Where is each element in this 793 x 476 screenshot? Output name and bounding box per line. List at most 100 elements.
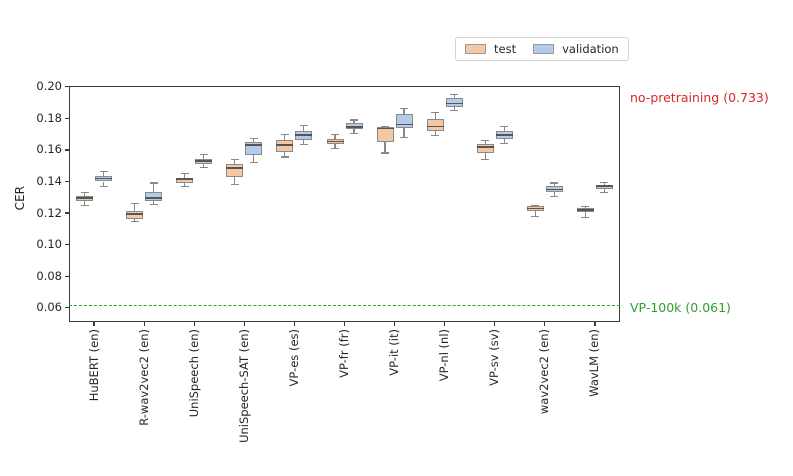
whisker-cap-bottom-validation-VP-fr-(fr): [350, 132, 358, 134]
whisker-lower-test-VP-it-(it): [384, 142, 386, 154]
x-tick-mark: [293, 322, 295, 326]
x-tick-label: VP-it (it): [387, 329, 402, 376]
whisker-cap-top-validation-VP-es-(es): [299, 124, 308, 127]
whisker-cap-bottom-test-VP-fr-(fr): [331, 147, 339, 149]
whisker-cap-top-test-VP-nl-(nl): [431, 112, 440, 114]
whisker-cap-bottom-test-UniSpeech-SAT-(en): [230, 184, 239, 186]
x-tick-label: VP-fr (fr): [337, 329, 351, 378]
whisker-cap-bottom-test-VP-sv-(sv): [481, 158, 490, 160]
y-tick-mark: [65, 244, 69, 246]
whisker-lower-test-UniSpeech-SAT-(en): [234, 176, 236, 185]
x-tick-mark: [93, 322, 95, 326]
legend-label-test: test: [494, 42, 517, 56]
median-test-VP-fr-(fr): [326, 140, 344, 142]
box-validation-VP-es-(es): [295, 130, 313, 141]
y-tick-mark: [65, 275, 69, 277]
whisker-lower-validation-WavLM-(en): [603, 188, 606, 193]
box-validation-VP-fr-(fr): [345, 123, 363, 130]
y-tick-mark: [65, 117, 69, 119]
x-tick-label: HuBERT (en): [86, 329, 101, 402]
median-test-UniSpeech-SAT-(en): [226, 167, 244, 169]
whisker-cap-top-test-UniSpeech-(en): [180, 173, 189, 175]
reference-line-vp-100k: [69, 305, 620, 307]
legend-item-validation: validation: [533, 42, 619, 56]
x-tick-mark: [594, 322, 596, 326]
whisker-cap-bottom-test-VP-nl-(nl): [431, 135, 440, 137]
whisker-lower-test-UniSpeech-(en): [184, 183, 186, 187]
median-validation-VP-nl-(nl): [445, 102, 463, 105]
x-tick-mark: [393, 322, 396, 326]
y-tick-mark: [65, 149, 69, 151]
whisker-lower-test-VP-es-(es): [284, 151, 286, 158]
legend: test validation: [455, 37, 629, 61]
box-test-UniSpeech-(en): [176, 177, 194, 184]
y-tick-mark: [65, 307, 69, 309]
whisker-lower-test-VP-nl-(nl): [434, 130, 436, 136]
legend-item-test: test: [465, 42, 516, 56]
median-validation-UniSpeech-(en): [195, 160, 213, 162]
y-tick-label: 0.20: [36, 79, 62, 94]
y-tick-mark: [65, 212, 69, 214]
annotation-no-pretraining: no-pretraining (0.733): [630, 90, 769, 105]
whisker-upper-validation-R-wav2vec2-(en): [153, 183, 155, 192]
whisker-cap-bottom-validation-HuBERT-(en): [99, 185, 108, 187]
whisker-upper-validation-UniSpeech-SAT-(en): [253, 138, 255, 143]
whisker-cap-bottom-test-VP-it-(it): [381, 152, 390, 154]
whisker-lower-validation-VP-fr-(fr): [353, 129, 355, 134]
y-tick-label: 0.14: [36, 174, 62, 188]
whisker-cap-top-validation-VP-sv-(sv): [500, 125, 509, 127]
whisker-lower-validation-wav2vec2-(en): [553, 191, 555, 197]
whisker-lower-validation-R-wav2vec2-(en): [153, 201, 155, 205]
whisker-upper-test-VP-es-(es): [284, 134, 286, 141]
whisker-upper-test-UniSpeech-(en): [184, 173, 186, 178]
whisker-cap-bottom-test-wav2vec2-(en): [531, 215, 540, 217]
whisker-lower-test-wav2vec2-(en): [534, 210, 536, 217]
whisker-upper-validation-VP-it-(it): [403, 108, 405, 115]
test-color-swatch: [465, 44, 486, 54]
whisker-cap-top-test-WavLM-(en): [581, 206, 590, 208]
whisker-cap-bottom-validation-UniSpeech-(en): [199, 166, 208, 168]
x-tick-mark: [243, 322, 245, 326]
y-tick-label: 0.06: [36, 300, 62, 315]
whisker-lower-validation-UniSpeech-SAT-(en): [253, 155, 255, 163]
median-validation-VP-fr-(fr): [345, 126, 363, 128]
whisker-upper-validation-VP-sv-(sv): [503, 126, 505, 131]
whisker-upper-validation-WavLM-(en): [603, 182, 606, 185]
whisker-cap-bottom-validation-VP-it-(it): [400, 136, 409, 138]
whisker-cap-bottom-test-UniSpeech-(en): [180, 185, 189, 187]
whisker-lower-test-HuBERT-(en): [83, 201, 86, 206]
median-validation-HuBERT-(en): [95, 177, 113, 180]
y-tick-mark: [65, 86, 69, 88]
whisker-cap-bottom-test-HuBERT-(en): [80, 204, 89, 206]
whisker-upper-validation-HuBERT-(en): [102, 171, 105, 176]
whisker-upper-validation-wav2vec2-(en): [553, 183, 555, 187]
whisker-cap-top-test-UniSpeech-SAT-(en): [230, 158, 239, 160]
x-tick-label: VP-nl (nl): [437, 329, 452, 382]
median-test-HuBERT-(en): [76, 197, 94, 199]
whisker-cap-top-test-VP-fr-(fr): [331, 133, 339, 135]
annotation-vp-100k: VP-100k (0.061): [630, 300, 731, 315]
median-validation-VP-it-(it): [395, 123, 413, 126]
box-test-R-wav2vec2-(en): [126, 210, 144, 219]
whisker-lower-test-VP-fr-(fr): [334, 143, 336, 149]
whisker-lower-validation-UniSpeech-(en): [203, 164, 205, 168]
median-validation-R-wav2vec2-(en): [145, 197, 163, 199]
box-test-VP-es-(es): [276, 140, 294, 152]
whisker-upper-validation-VP-fr-(fr): [353, 119, 355, 124]
y-tick-mark: [65, 180, 69, 183]
whisker-cap-bottom-validation-R-wav2vec2-(en): [149, 203, 158, 205]
median-validation-UniSpeech-SAT-(en): [245, 144, 263, 146]
box-validation-VP-it-(it): [395, 114, 413, 128]
x-tick-mark: [343, 322, 346, 326]
whisker-cap-top-validation-VP-it-(it): [400, 107, 409, 109]
whisker-cap-top-test-VP-es-(es): [280, 133, 289, 135]
whisker-cap-top-validation-UniSpeech-(en): [199, 154, 208, 156]
whisker-cap-bottom-validation-UniSpeech-SAT-(en): [249, 161, 258, 164]
whisker-cap-top-test-HuBERT-(en): [80, 191, 89, 194]
whisker-lower-test-VP-sv-(sv): [484, 153, 486, 160]
box-validation-R-wav2vec2-(en): [145, 191, 163, 202]
box-test-UniSpeech-SAT-(en): [226, 164, 244, 177]
x-tick-label: UniSpeech (en): [186, 329, 201, 418]
x-tick-mark: [544, 322, 546, 326]
median-test-WavLM-(en): [576, 209, 594, 211]
